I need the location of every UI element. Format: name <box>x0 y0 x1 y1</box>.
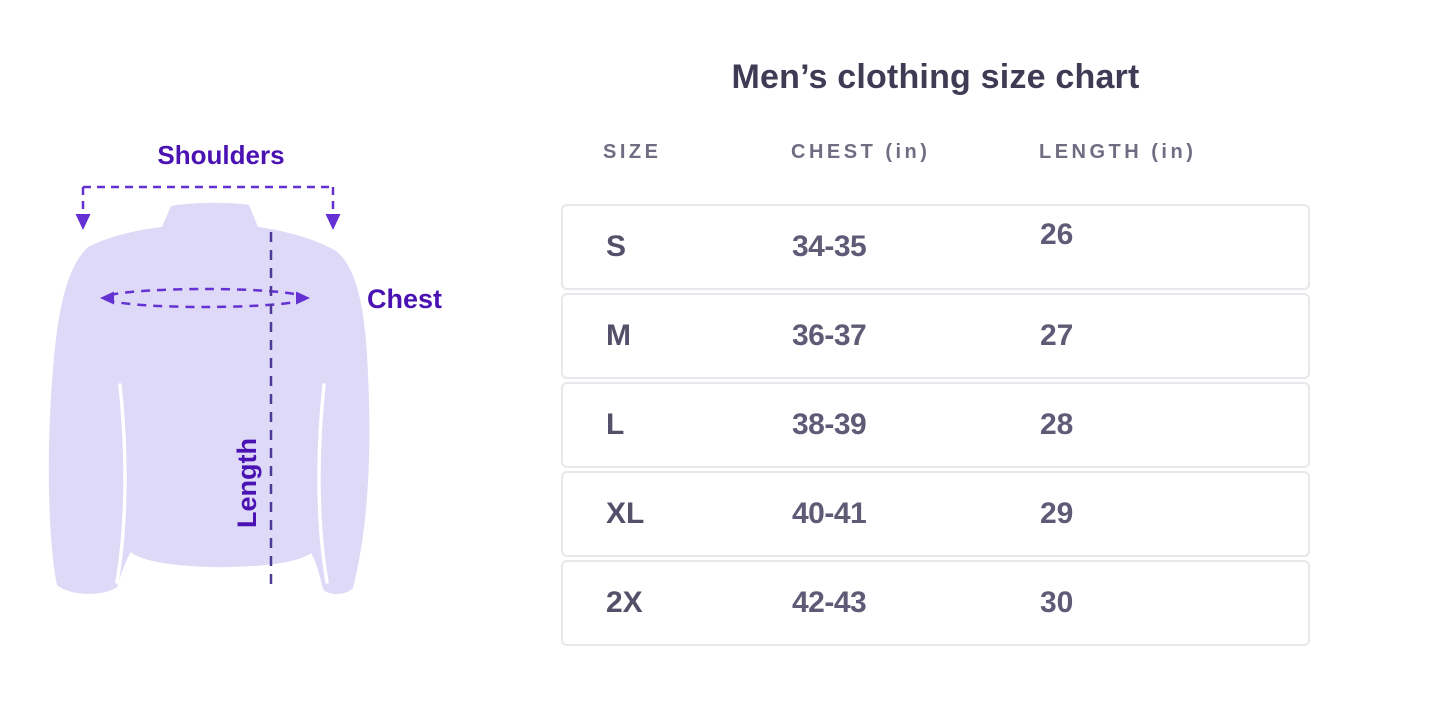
shoulders-arrow-right-icon <box>325 214 341 230</box>
table-header: SIZE CHEST (in) LENGTH (in) <box>561 141 1310 167</box>
col-header-size: SIZE <box>603 141 662 163</box>
cell-chest: 34-35 <box>792 230 867 263</box>
shirt-illustration <box>48 185 370 595</box>
size-table: S 34-35 26 M 36-37 27 L 38-39 28 XL 40-4… <box>561 204 1310 649</box>
cell-size: M <box>606 319 631 352</box>
shoulders-label: Shoulders <box>157 140 285 170</box>
left-sleeve-crease <box>115 383 127 584</box>
page-title: Men’s clothing size chart <box>731 58 1140 96</box>
cell-chest: 36-37 <box>792 319 867 352</box>
chest-arrow-right-icon <box>296 291 310 305</box>
cell-size: 2X <box>606 586 643 619</box>
col-header-length: LENGTH (in) <box>1039 141 1197 163</box>
cell-chest: 42-43 <box>792 586 867 619</box>
length-label: Length <box>232 438 262 528</box>
shoulders-arrow-left-icon <box>75 214 91 230</box>
cell-size: L <box>606 408 625 441</box>
col-header-chest: CHEST (in) <box>791 141 931 163</box>
shirt-silhouette-shape <box>48 202 370 595</box>
table-row: M 36-37 27 <box>561 293 1310 379</box>
cell-size: XL <box>606 497 645 530</box>
shoulders-measure-arrow <box>81 185 335 214</box>
table-row: L 38-39 28 <box>561 382 1310 468</box>
right-sleeve-crease <box>317 383 329 584</box>
table-row: S 34-35 26 <box>561 204 1310 290</box>
chest-arrow-left-icon <box>100 291 114 305</box>
cell-length: 30 <box>1040 586 1074 619</box>
cell-chest: 40-41 <box>792 497 867 530</box>
cell-length: 26 <box>1040 218 1074 251</box>
chest-label: Chest <box>367 284 443 314</box>
cell-size: S <box>606 230 627 263</box>
table-row: XL 40-41 29 <box>561 471 1310 557</box>
table-row: 2X 42-43 30 <box>561 560 1310 646</box>
cell-length: 29 <box>1040 497 1074 530</box>
cell-length: 27 <box>1040 319 1074 352</box>
cell-chest: 38-39 <box>792 408 867 441</box>
cell-length: 28 <box>1040 408 1074 441</box>
